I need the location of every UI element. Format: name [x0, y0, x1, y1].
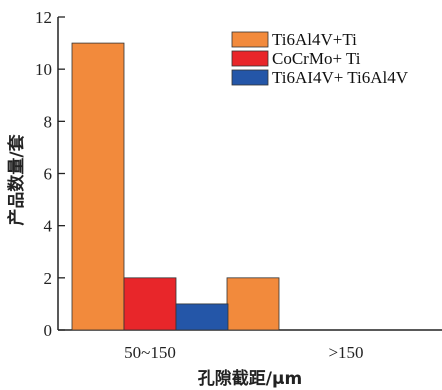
y-axis-title: 产品数量/套	[6, 133, 27, 225]
bar-0-0	[71, 42, 125, 331]
legend-swatch	[231, 50, 269, 67]
y-tick-label: 0	[44, 321, 53, 340]
y-tick-label: 4	[44, 217, 53, 236]
legend-label: CoCrMo+ Ti	[272, 49, 361, 68]
y-tick-label: 10	[35, 60, 52, 79]
y-tick-label: 2	[44, 269, 53, 288]
x-category-label: 50~150	[124, 343, 176, 362]
bars	[71, 42, 280, 331]
x-category-label: >150	[328, 343, 363, 362]
y-tick-label: 6	[44, 165, 53, 184]
bar-2-0	[175, 303, 229, 331]
y-tick-label: 8	[44, 112, 53, 131]
legend-label: Ti6Al4V+Ti	[272, 30, 357, 49]
legend-swatch	[231, 31, 269, 48]
bar-1-0	[123, 277, 177, 331]
legend-swatch	[231, 69, 269, 86]
bar-0-1	[226, 277, 280, 331]
legend-label: Ti6AI4V+ Ti6Al4V	[272, 68, 409, 87]
y-tick-label: 12	[35, 8, 52, 27]
plot-area: 0 2 4 6 8 10 12 50~150 >150	[35, 8, 442, 362]
x-axis-categories: 50~150 >150	[124, 343, 363, 362]
x-axis-title: 孔隙截距/μm	[198, 368, 302, 389]
y-axis-ticks: 0 2 4 6 8 10 12	[35, 8, 65, 340]
